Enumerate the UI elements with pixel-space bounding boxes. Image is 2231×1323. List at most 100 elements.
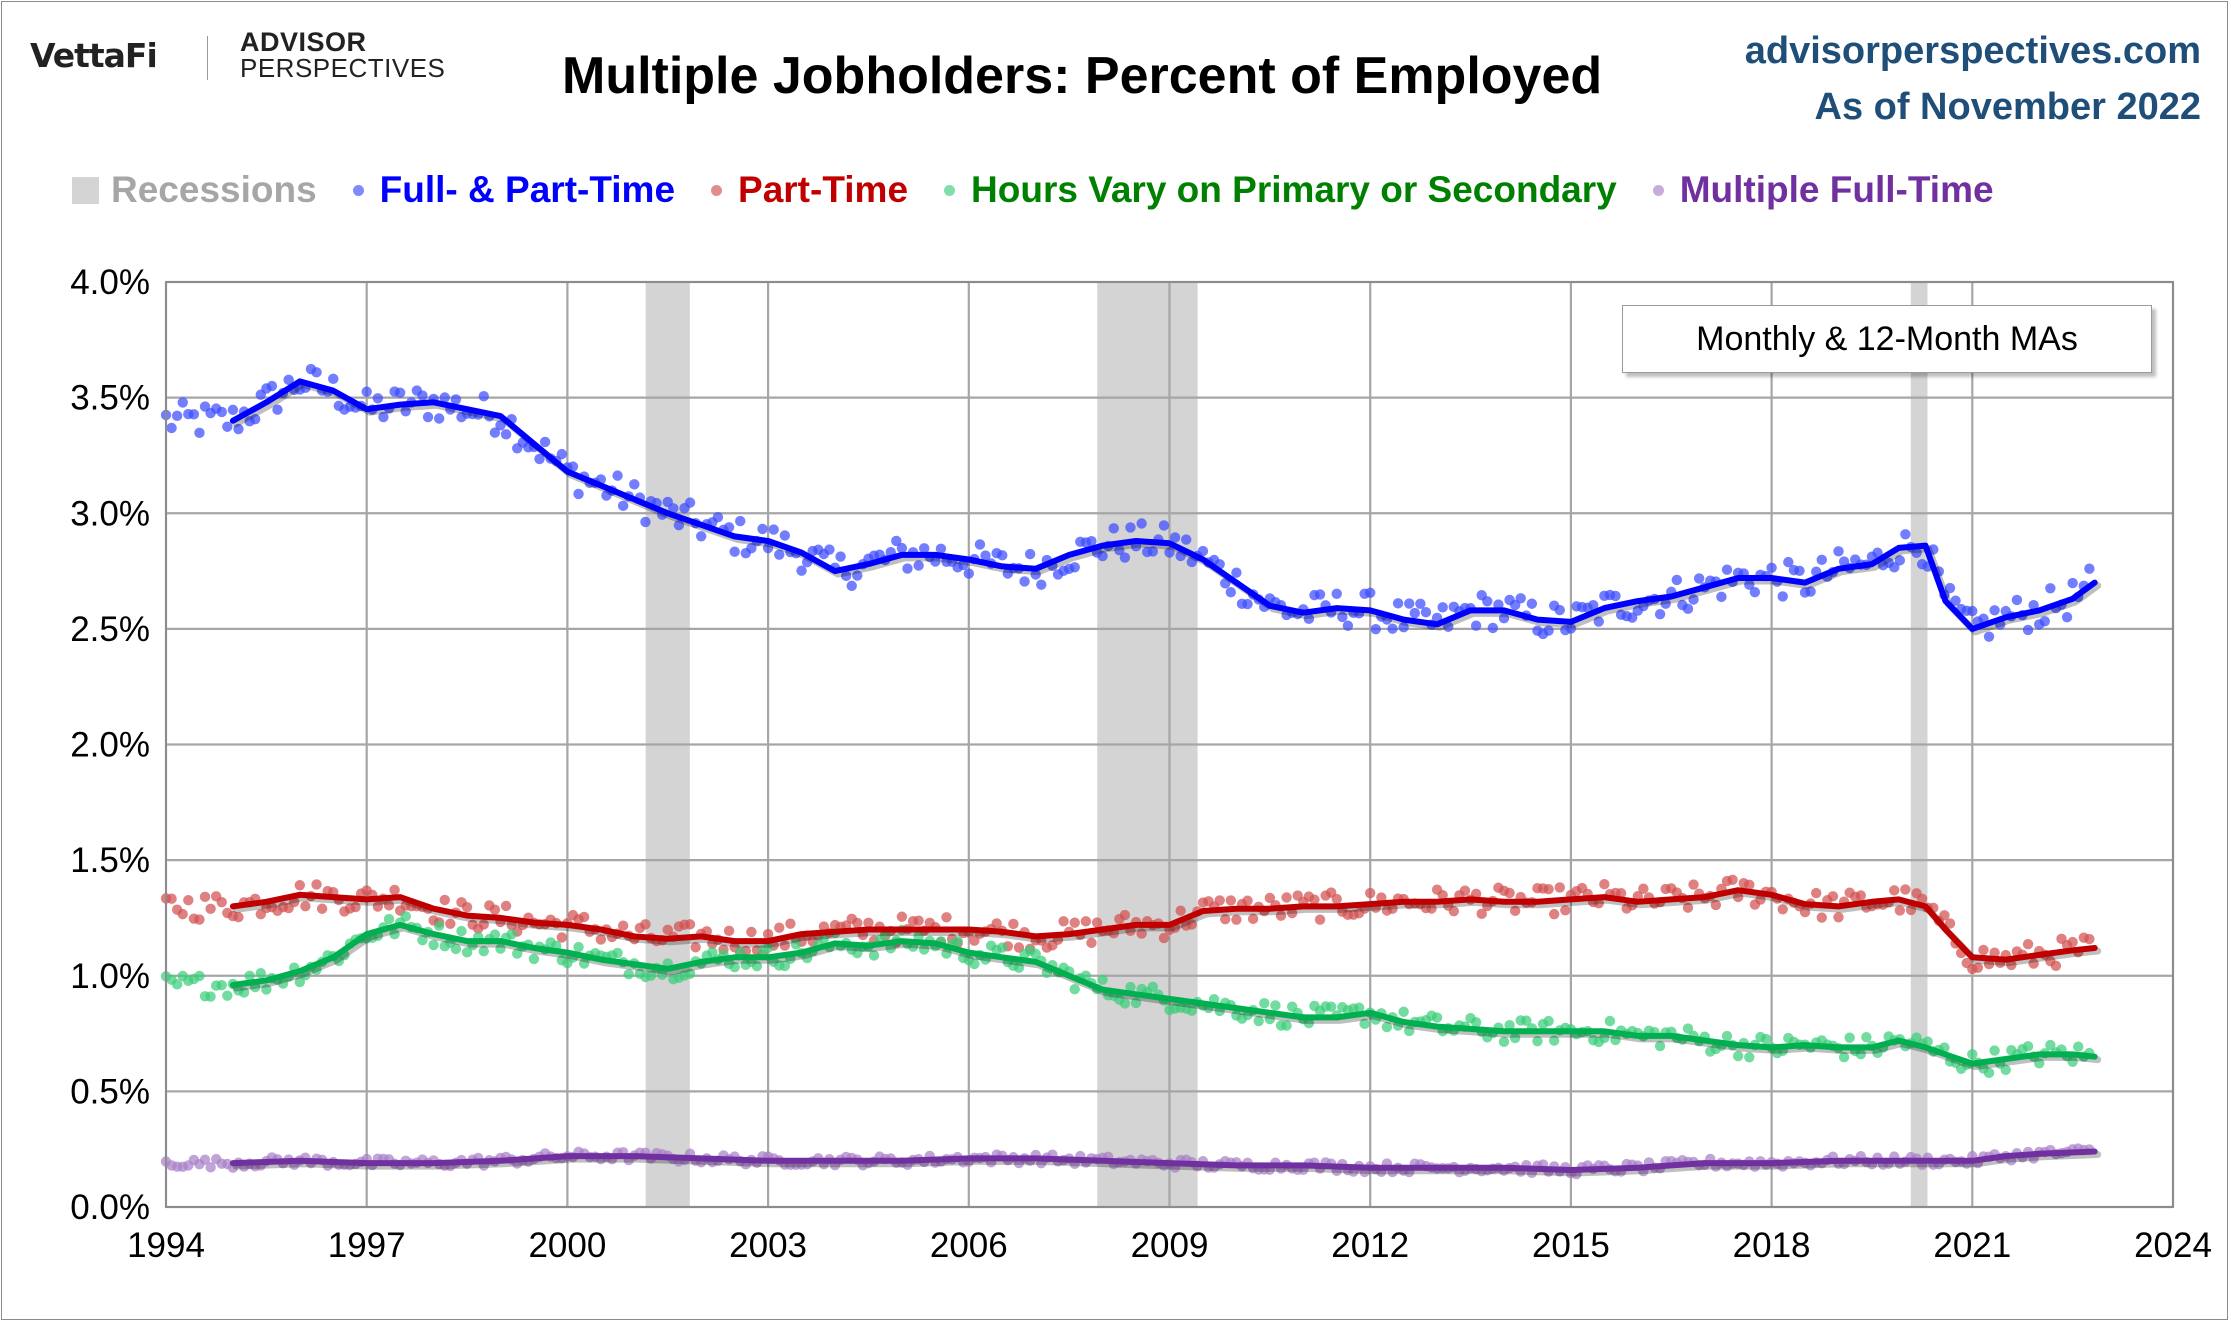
monthly-point: [567, 461, 579, 472]
monthly-point: [958, 559, 969, 571]
y-tick-label: 2.5%: [70, 610, 150, 649]
monthly-point: [913, 915, 924, 926]
monthly-point: [2028, 599, 2039, 611]
monthly-point: [1978, 944, 1989, 956]
monthly-point: [283, 374, 294, 386]
monthly-point: [1214, 895, 1225, 906]
monthly-point: [1482, 596, 1493, 607]
legend-swatch: [1652, 184, 1664, 196]
monthly-point: [662, 924, 673, 936]
monthly-point: [2045, 583, 2056, 594]
monthly-point: [1610, 1034, 1621, 1046]
monthly-point: [645, 970, 657, 981]
monthly-point: [383, 913, 395, 925]
monthly-point: [935, 543, 947, 554]
monthly-point: [1911, 547, 1922, 559]
y-tick-label: 1.5%: [70, 841, 150, 880]
monthly-point: [1811, 887, 1822, 899]
monthly-point: [461, 947, 473, 958]
monthly-point: [1638, 883, 1649, 894]
monthly-point: [216, 896, 227, 908]
monthly-point: [2067, 1056, 2078, 1067]
monthly-point: [1716, 591, 1727, 603]
monthly-point: [1008, 918, 1019, 930]
monthly-point: [863, 917, 874, 929]
monthly-point: [1905, 904, 1917, 916]
monthly-point: [868, 950, 880, 961]
monthly-point: [1944, 582, 1956, 594]
monthly-point: [768, 524, 779, 535]
legend-label: Part-Time: [738, 169, 909, 210]
y-tick-label: 2.0%: [70, 726, 150, 765]
monthly-point: [300, 900, 311, 912]
monthly-point: [790, 939, 802, 950]
monthly-point: [997, 550, 1008, 561]
monthly-point: [1314, 914, 1326, 925]
monthly-point: [2067, 936, 2078, 948]
monthly-point: [2028, 958, 2039, 969]
monthly-point: [1220, 914, 1231, 925]
monthly-point: [1426, 903, 1437, 914]
monthly-point: [205, 1162, 216, 1173]
monthly-point: [417, 390, 428, 401]
monthly-point: [489, 427, 501, 438]
monthly-point: [1398, 622, 1409, 633]
monthly-point: [1548, 908, 1560, 920]
monthly-point: [372, 901, 384, 912]
monthly-point: [1387, 623, 1398, 634]
monthly-point: [1181, 534, 1192, 545]
monthly-point: [1281, 892, 1292, 903]
monthly-point: [350, 901, 361, 913]
monthly-point: [194, 914, 205, 925]
monthly-point: [2022, 938, 2034, 950]
monthly-point: [1108, 523, 1119, 534]
monthly-point: [1922, 1036, 1933, 1047]
monthly-point: [1069, 983, 1080, 995]
monthly-point: [261, 984, 272, 995]
legend-swatch: [72, 176, 99, 204]
monthly-point: [1872, 547, 1883, 558]
monthly-point: [1197, 545, 1209, 557]
monthly-point: [1894, 905, 1906, 916]
monthly-point: [1682, 1023, 1694, 1034]
monthly-point: [1376, 892, 1387, 903]
monthly-point: [612, 947, 623, 959]
monthly-point: [1392, 598, 1404, 609]
monthly-point: [1013, 962, 1025, 973]
monthly-point: [617, 500, 629, 511]
monthly-point: [1682, 603, 1694, 615]
legend-swatch: [944, 184, 956, 196]
monthly-point: [712, 511, 724, 523]
monthly-point: [1158, 932, 1170, 944]
x-tick-label: 2024: [2134, 1226, 2212, 1265]
monthly-point: [1331, 588, 1342, 600]
monthly-point: [199, 891, 211, 903]
monthly-point: [969, 935, 980, 946]
monthly-point: [1242, 598, 1253, 610]
monthly-point: [1939, 910, 1950, 921]
monthly-point: [227, 404, 239, 416]
monthly-point: [539, 436, 551, 448]
monthly-point: [1532, 1036, 1543, 1047]
monthly-point: [1950, 595, 1961, 606]
monthly-point: [1972, 962, 1984, 973]
y-tick-label: 3.0%: [70, 494, 150, 533]
monthly-point: [1855, 890, 1867, 901]
monthly-point: [1036, 579, 1047, 590]
monthly-point: [1688, 594, 1699, 605]
monthly-point: [1660, 598, 1671, 609]
y-tick-label: 3.5%: [70, 379, 150, 418]
monthly-point: [1727, 874, 1738, 885]
monthly-point: [1749, 586, 1761, 598]
monthly-point: [1889, 885, 1900, 896]
monthly-point: [1220, 578, 1231, 589]
monthly-point: [500, 429, 512, 440]
legend-label: Hours Vary on Primary or Secondary: [971, 169, 1617, 210]
monthly-point: [1967, 605, 1978, 617]
monthly-point: [1565, 623, 1577, 634]
monthly-point: [400, 406, 411, 417]
monthly-point: [941, 912, 952, 923]
x-tick-label: 2000: [528, 1226, 606, 1265]
monthly-point: [1989, 947, 2000, 958]
